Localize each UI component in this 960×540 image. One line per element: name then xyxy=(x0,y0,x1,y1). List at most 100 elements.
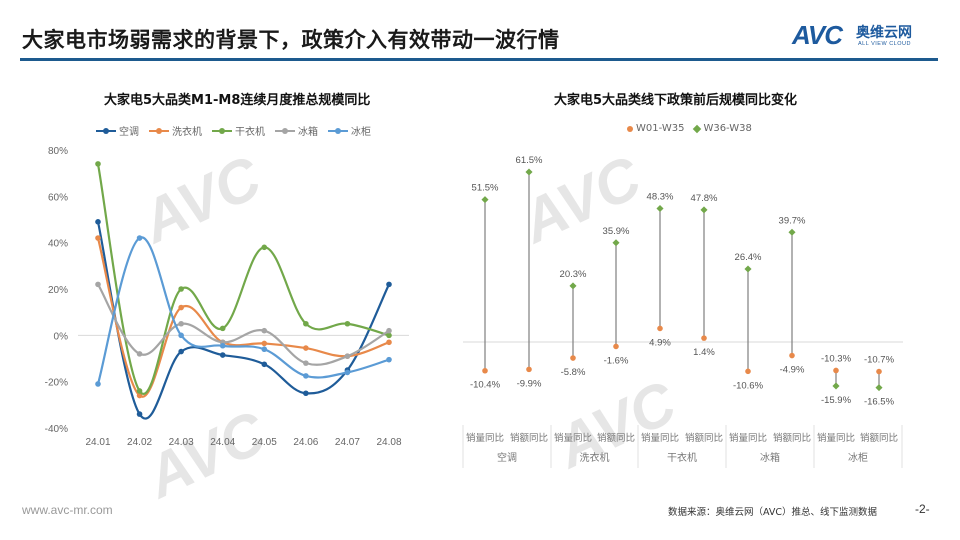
point-w01-w35[interactable] xyxy=(570,355,576,361)
data-point[interactable] xyxy=(344,353,351,359)
group-label: 洗衣机 xyxy=(580,451,610,464)
data-point[interactable] xyxy=(261,327,268,334)
data-point[interactable] xyxy=(95,381,101,387)
metric-label: 销量同比 xyxy=(554,432,592,444)
legend-item[interactable]: 冰箱 xyxy=(275,123,318,138)
data-point[interactable] xyxy=(344,320,351,327)
data-point[interactable] xyxy=(261,244,268,251)
y-tick-label: 20% xyxy=(48,285,68,296)
y-tick-label: 80% xyxy=(48,146,68,157)
logo-mark: AVC xyxy=(792,20,843,50)
data-point[interactable] xyxy=(386,356,392,363)
data-point[interactable] xyxy=(136,392,143,399)
data-label: -9.9% xyxy=(517,378,542,389)
x-tick-label: 24.04 xyxy=(210,437,235,448)
point-w36-w38[interactable] xyxy=(832,382,840,390)
point-w01-w35[interactable] xyxy=(482,367,488,374)
data-point[interactable] xyxy=(178,320,184,327)
data-point[interactable] xyxy=(303,373,309,379)
point-w36-w38[interactable] xyxy=(744,265,752,273)
x-tick-label: 24.03 xyxy=(169,437,194,448)
point-w01-w35[interactable] xyxy=(526,366,532,373)
data-point[interactable] xyxy=(303,320,309,327)
data-point[interactable] xyxy=(261,361,268,368)
data-point[interactable] xyxy=(136,351,143,357)
data-point[interactable] xyxy=(95,161,101,167)
point-w36-w38[interactable] xyxy=(700,206,708,214)
legend-item[interactable]: W36-W38 xyxy=(693,123,752,134)
right-chart-title: 大家电5大品类线下政策前后规模同比变化 xyxy=(554,93,798,108)
data-label: -16.5% xyxy=(864,397,895,408)
data-point[interactable] xyxy=(303,390,309,397)
diamond-marker-icon xyxy=(693,124,702,133)
data-point[interactable] xyxy=(136,235,143,241)
dumbbell-pair: 39.7% -4.9% xyxy=(779,215,806,375)
legend-item[interactable]: 干衣机 xyxy=(212,123,265,138)
point-w36-w38[interactable] xyxy=(788,228,796,236)
data-point[interactable] xyxy=(178,348,184,355)
point-w36-w38[interactable] xyxy=(875,384,883,392)
point-w36-w38[interactable] xyxy=(569,282,577,290)
point-w01-w35[interactable] xyxy=(657,325,663,332)
data-point[interactable] xyxy=(95,219,101,225)
point-w36-w38[interactable] xyxy=(656,204,664,213)
data-point[interactable] xyxy=(95,281,101,288)
data-point[interactable] xyxy=(261,340,268,347)
data-point[interactable] xyxy=(178,304,184,311)
data-point[interactable] xyxy=(386,339,392,346)
data-point[interactable] xyxy=(386,281,392,288)
data-point[interactable] xyxy=(95,235,101,241)
point-w36-w38[interactable] xyxy=(612,239,620,247)
x-tick-label: 24.07 xyxy=(335,437,360,448)
data-point[interactable] xyxy=(303,345,309,351)
data-point[interactable] xyxy=(386,327,392,334)
legend-item[interactable]: W01-W35 xyxy=(627,123,684,134)
data-point[interactable] xyxy=(261,346,268,353)
left-chart-legend: 空调 洗衣机 干衣机 冰箱 冰柜 xyxy=(96,123,371,138)
point-w36-w38[interactable] xyxy=(481,196,489,204)
legend-item[interactable]: 冰柜 xyxy=(328,123,371,138)
point-w01-w35[interactable] xyxy=(613,343,619,350)
y-tick-label: 60% xyxy=(48,192,68,203)
point-w01-w35[interactable] xyxy=(745,368,751,375)
y-tick-label: -40% xyxy=(45,424,68,435)
legend-label: 冰箱 xyxy=(298,127,318,138)
data-point[interactable] xyxy=(386,332,392,339)
data-point[interactable] xyxy=(344,369,351,376)
data-label: -10.4% xyxy=(470,380,501,391)
legend-line-icon xyxy=(275,127,295,134)
data-point[interactable] xyxy=(136,388,143,394)
point-w01-w35[interactable] xyxy=(789,352,795,359)
series-line xyxy=(96,221,390,420)
point-w01-w35[interactable] xyxy=(701,335,707,341)
logo-cn-text: 奥维云网 xyxy=(856,25,912,41)
data-label: -4.9% xyxy=(780,365,805,376)
data-label: -10.6% xyxy=(733,380,764,391)
data-point[interactable] xyxy=(219,342,226,349)
footer-url[interactable]: www.avc-mr.com xyxy=(22,503,113,517)
data-label: 26.4% xyxy=(735,252,762,263)
x-tick-label: 24.05 xyxy=(252,437,277,448)
metric-label: 销额同比 xyxy=(860,432,898,444)
metric-label: 销额同比 xyxy=(773,432,811,444)
data-point[interactable] xyxy=(136,411,143,417)
legend-item[interactable]: 洗衣机 xyxy=(149,123,202,138)
data-point[interactable] xyxy=(219,352,226,358)
logo-en-text: ALL VIEW CLOUD xyxy=(858,41,911,47)
data-label: -15.9% xyxy=(821,395,852,406)
data-point[interactable] xyxy=(219,325,226,332)
dumbbell-pair: 48.3% 4.9% xyxy=(647,191,674,348)
legend-label: 空调 xyxy=(119,127,139,138)
point-w01-w35[interactable] xyxy=(833,367,839,374)
avc-logo: AVC 奥维云网 ALL VIEW CLOUD xyxy=(792,20,942,52)
legend-label: 干衣机 xyxy=(235,127,265,138)
point-w01-w35[interactable] xyxy=(876,368,882,375)
data-point[interactable] xyxy=(178,332,184,339)
point-w36-w38[interactable] xyxy=(525,168,533,176)
data-point[interactable] xyxy=(303,360,309,366)
data-point[interactable] xyxy=(178,286,184,292)
legend-item[interactable]: 空调 xyxy=(96,123,139,138)
left-chart-title: 大家电5大品类M1-M8连续月度推总规模同比 xyxy=(104,93,371,108)
dumbbell-pair: 35.9% -1.6% xyxy=(603,226,630,367)
dumbbell-pair: 47.8% 1.4% xyxy=(691,193,718,358)
